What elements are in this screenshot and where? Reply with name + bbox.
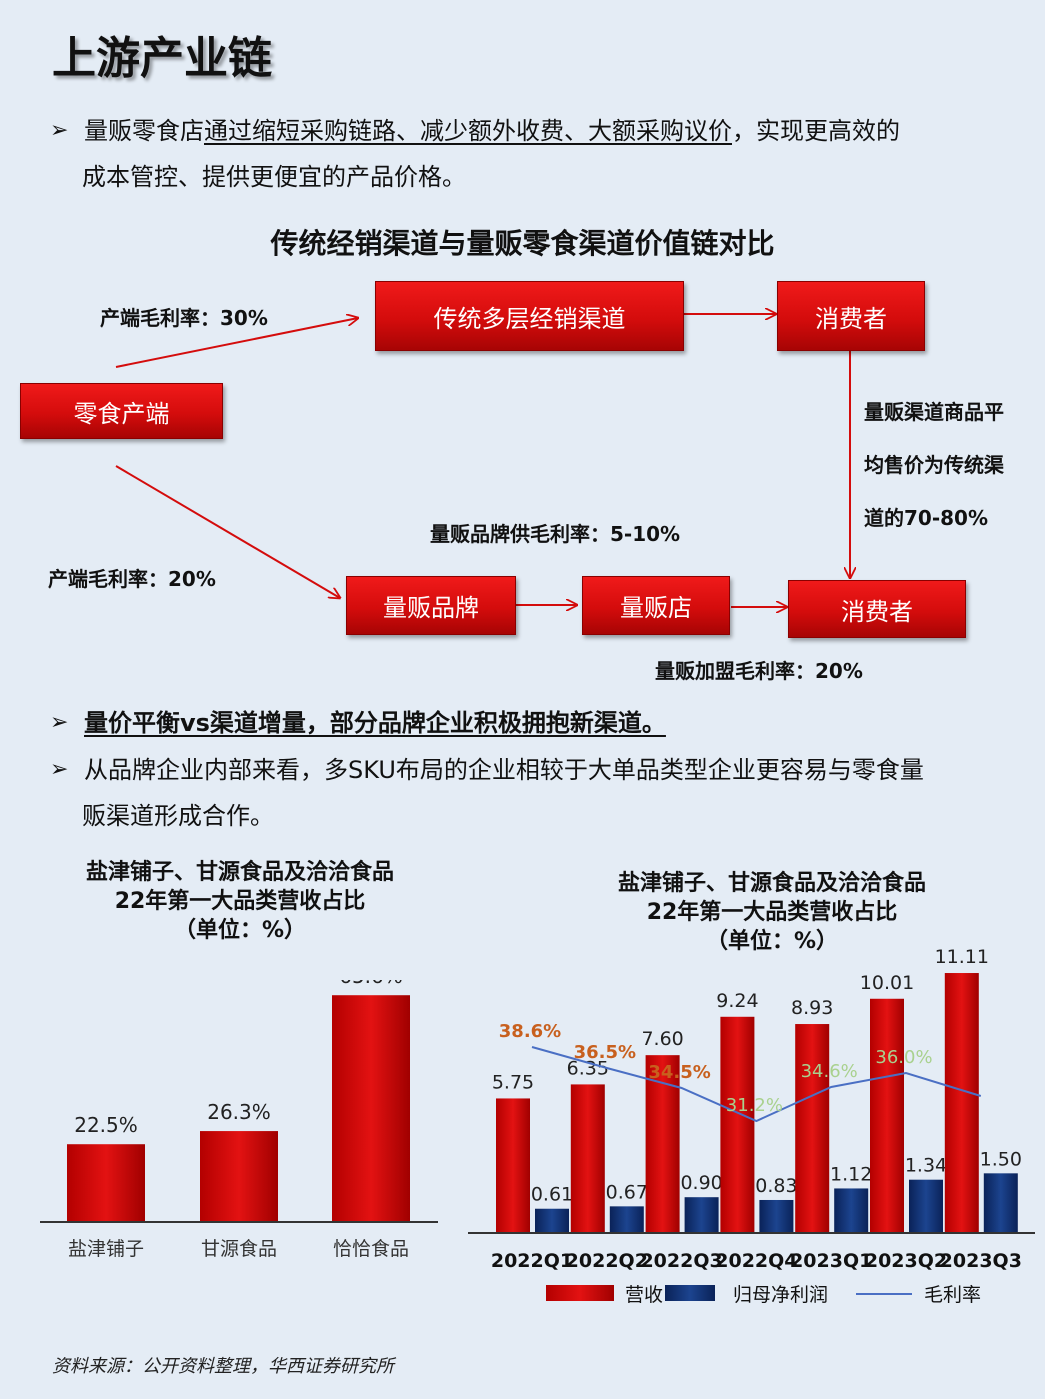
bullet-new-channel: ➢ 量价平衡vs渠道增量，部分品牌企业积极拥抱新渠道。 [50,700,1010,746]
chart1-value-label-0: 22.5% [74,1113,138,1137]
chart2-revenue-bar-0 [496,1098,530,1233]
chart2-revenue-label-6: 11.11 [935,946,989,968]
legend-revenue-swatch [546,1285,614,1301]
chart2-quarterly-revenue: 5.75 0.61 2022Q1 6.35 0.67 2022Q2 7.60 0.90 2022… [468,946,1035,1306]
chart2-profit-label-0: 0.61 [531,1184,573,1206]
chart2-profit-bar-2 [684,1197,719,1233]
chart2-revenue-bar-6 [944,973,979,1233]
node-volume-store: 量贩店 [582,576,730,635]
chart2-revenue-bar-4 [795,1024,830,1233]
bullet1-suffix: ，实现更高效的 [732,117,900,145]
legend-revenue-label: 营收 [625,1284,663,1306]
chart2-category-label-6: 2023Q3 [940,1250,1022,1272]
chart1-category-label-1: 甘源食品 [201,1238,277,1260]
node-consumer-top: 消费者 [777,281,925,351]
label-price-note-2: 均售价为传统渠 [864,453,1004,477]
chart2-revenue-bar-5 [870,998,904,1233]
chart1-bar-1 [200,1131,278,1222]
chart2-revenue-label-0: 5.75 [492,1071,534,1093]
chart1-value-label-2: 65.6% [339,980,403,988]
bullet3-line1: 从品牌企业内部来看，多SKU布局的企业相较于大单品类型企业更容易与零食量 [84,756,924,784]
chart2-margin-label-1: 36.5% [574,1042,636,1063]
node-traditional-channel: 传统多层经销渠道 [375,281,684,351]
chart2-title: 盐津铺子、甘源食品及洽洽食品 22年第一大品类营收占比 （单位：%） [572,869,972,956]
chart2-category-label-1: 2022Q2 [566,1250,648,1272]
chart1-bar-2 [332,995,410,1222]
chart1-title-line1: 盐津铺子、甘源食品及洽洽食品 [85,860,394,885]
chart1-title-line3: （单位：%） [173,918,307,943]
legend-profit-label: 归母净利润 [733,1284,828,1306]
label-price-note-1: 量贩渠道商品平 [864,400,1004,424]
chart2-revenue-label-1: 6.35 [567,1057,609,1079]
chart2-profit-label-3: 0.83 [755,1175,797,1197]
chart2-margin-label-2: 34.5% [648,1062,710,1083]
chart2-category-label-2: 2022Q3 [640,1250,722,1272]
chart1-bar-0 [67,1144,145,1222]
chart2-revenue-label-4: 8.93 [791,997,833,1019]
chart2-revenue-label-2: 7.60 [641,1028,683,1050]
chart2-margin-label-0: 38.6% [499,1021,561,1042]
page-title: 上游产业链 [52,33,272,84]
value-chain-arrows [115,0,1045,700]
label-franchise-margin: 量贩加盟毛利率：20% [655,659,863,683]
chart1-title: 盐津铺子、甘源食品及洽洽食品 22年第一大品类营收占比 （单位：%） [40,858,440,945]
label-producer-margin-top: 产端毛利率：30% [100,306,268,330]
chart2-margin-line [531,1046,982,1123]
chart2-profit-label-2: 0.90 [680,1172,722,1194]
chart2-profit-label-5: 1.34 [905,1155,947,1177]
chart2-revenue-bar-1 [570,1084,605,1233]
chart2-profit-label-1: 0.67 [606,1181,648,1203]
chart1-category-label-2: 恰恰食品 [333,1238,409,1260]
diagram-title: 传统经销渠道与量贩零食渠道价值链对比 [270,227,775,260]
chart2-category-label-5: 2023Q2 [865,1250,947,1272]
chart2-title-line1: 盐津铺子、甘源食品及洽洽食品 [617,871,926,896]
arrow-producer-to-traditional [115,318,358,368]
node-consumer-bottom: 消费者 [788,580,966,638]
bullet1-underlined: 通过缩短采购链路、减少额外收费、大额采购议价 [204,117,732,145]
chart2-revenue-bar-2 [645,1055,680,1233]
chart2-profit-label-4: 1.12 [830,1163,872,1185]
chart2-profit-bar-5 [909,1179,943,1233]
chart1-category-share: 22.5% 盐津铺子 26.3% 甘源食品 65.6% 恰恰食品 [40,980,438,1260]
label-brand-margin: 量贩品牌供毛利率：5-10% [430,522,681,546]
bullet2-text: 量价平衡vs渠道增量，部分品牌企业积极拥抱新渠道。 [84,709,666,737]
chart2-margin-label-4: 34.6% [801,1061,858,1082]
chart1-title-line2: 22年第一大品类营收占比 [114,889,366,914]
chart1-category-label-0: 盐津铺子 [68,1238,144,1260]
label-producer-margin-bottom: 产端毛利率：20% [48,567,216,591]
node-producer: 零食产端 [20,383,223,439]
bullet-multi-sku: ➢ 从品牌企业内部来看，多SKU布局的企业相较于大单品类型企业更容易与零食量 贩… [50,747,1010,839]
chart2-profit-bar-4 [834,1188,869,1233]
chart2-profit-bar-1 [609,1206,644,1233]
bullet3-line2: 贩渠道形成合作。 [82,802,274,830]
chart2-profit-bar-0 [535,1208,569,1233]
chart2-profit-bar-6 [983,1173,1018,1233]
bullet-cost-control: ➢ 量贩零食店通过缩短采购链路、减少额外收费、大额采购议价，实现更高效的 成本管… [50,108,1010,200]
bullet1-line2: 成本管控、提供更便宜的产品价格。 [82,163,466,191]
chart2-title-line2: 22年第一大品类营收占比 [646,900,898,925]
legend-profit-swatch [665,1285,715,1301]
chart2-category-label-4: 2023Q1 [790,1250,872,1272]
arrow-producer-to-brand [115,465,340,598]
bullet-arrow-icon: ➢ [50,757,69,782]
node-volume-brand: 量贩品牌 [346,576,516,635]
chart2-revenue-label-3: 9.24 [716,990,758,1012]
bullet-arrow-icon: ➢ [50,710,69,735]
chart2-title-line3: （单位：%） [705,929,839,954]
footnote-source: 资料来源：公开资料整理，华西证券研究所 [52,1356,394,1377]
chart1-value-label-1: 26.3% [207,1100,271,1124]
label-price-note-3: 道的70-80% [864,506,989,530]
chart2-profit-bar-3 [759,1199,794,1233]
chart2-category-label-3: 2022Q4 [715,1250,797,1272]
bullet1-prefix: 量贩零食店 [84,117,204,145]
legend-margin-label: 毛利率 [924,1284,981,1306]
bullet-arrow-icon: ➢ [50,118,69,143]
chart2-margin-label-5: 36.0% [875,1047,932,1068]
chart2-margin-label-3: 31.2% [726,1095,783,1116]
chart2-profit-label-6: 1.50 [980,1148,1022,1170]
chart2-revenue-bar-3 [720,1016,755,1233]
chart2-category-label-0: 2022Q1 [491,1250,573,1272]
chart2-revenue-label-5: 10.01 [860,972,914,994]
